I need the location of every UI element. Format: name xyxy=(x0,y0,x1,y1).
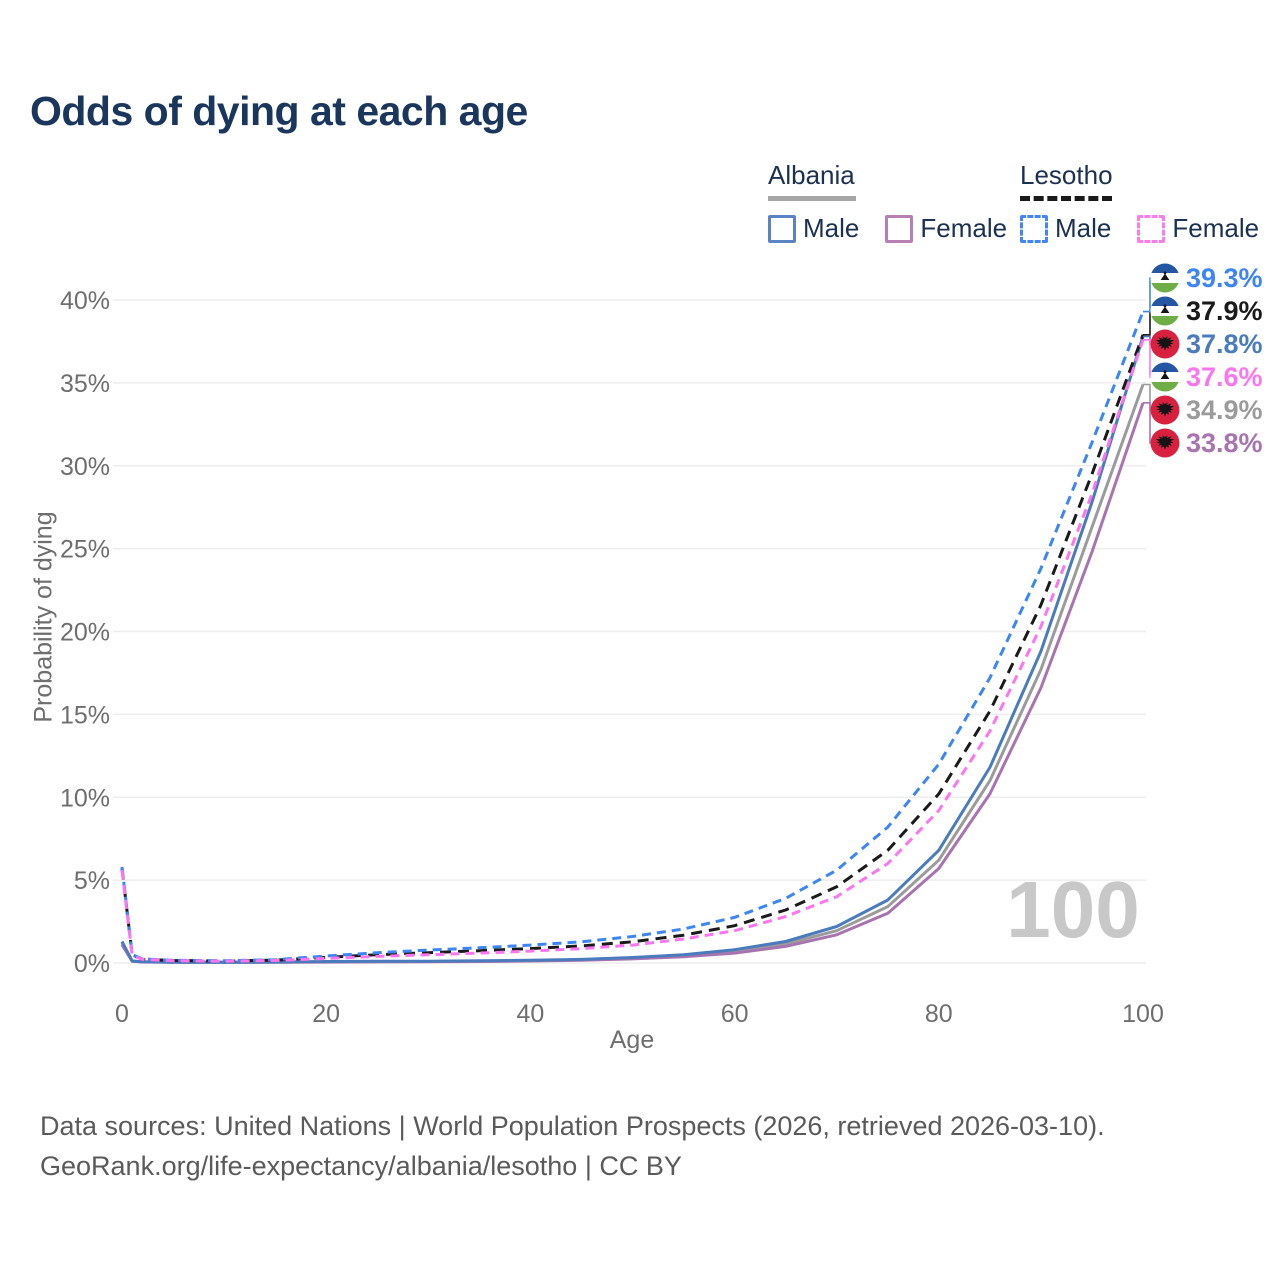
legend-group-lesotho: Lesotho Male Female xyxy=(1020,160,1259,244)
legend-country-label: Lesotho xyxy=(1020,160,1113,190)
lesotho-male-checkbox-icon xyxy=(1020,214,1048,243)
footer: Data sources: United Nations | World Pop… xyxy=(40,1106,1105,1186)
lesotho-flag-icon xyxy=(1150,296,1180,326)
end-value-lesotho-all: 37.9% xyxy=(1186,295,1263,326)
legend-country-label: Albania xyxy=(768,160,855,190)
x-tick-label: 80 xyxy=(925,1000,953,1028)
albania-male-checkbox-icon xyxy=(768,214,796,243)
albania-line-swatch-icon xyxy=(768,196,856,201)
page-title: Odds of dying at each age xyxy=(30,88,528,134)
y-tick-label: 40% xyxy=(60,287,110,315)
legend-country-lesotho: Lesotho xyxy=(1020,160,1259,201)
x-tick-label: 40 xyxy=(516,1000,544,1028)
end-label-albania-male: 37.8% xyxy=(1150,328,1263,360)
legend-item-lesotho-male[interactable]: Male xyxy=(1020,213,1111,244)
albania-flag-icon xyxy=(1150,395,1180,425)
albania-flag-icon xyxy=(1150,428,1180,458)
series-line-lesotho-all xyxy=(120,334,1145,963)
lesotho-flag-icon xyxy=(1150,362,1180,392)
x-tick-label: 20 xyxy=(312,1000,340,1028)
legend-item-label: Female xyxy=(1172,213,1260,243)
lesotho-female-checkbox-icon xyxy=(1137,214,1166,243)
legend-item-label: Male xyxy=(1055,213,1112,243)
series-line-lesotho-female xyxy=(120,339,1145,963)
x-tick-label: 60 xyxy=(721,1000,749,1028)
legend-item-albania-male[interactable]: Male xyxy=(768,213,859,244)
footer-sources-line: Data sources: United Nations | World Pop… xyxy=(40,1111,1105,1141)
series-line-albania-male xyxy=(120,336,1145,964)
legend-item-label: Female xyxy=(920,213,1008,243)
end-value-lesotho-female: 37.6% xyxy=(1186,361,1263,392)
end-label-lesotho-all: 37.9% xyxy=(1150,295,1263,327)
age-counter-watermark: 100 xyxy=(1006,865,1140,954)
end-label-albania-all: 34.9% xyxy=(1150,394,1263,426)
y-tick-label: 10% xyxy=(60,784,110,812)
albania-flag-icon xyxy=(1150,329,1180,359)
end-label-lesotho-male: 39.3% xyxy=(1150,262,1263,294)
y-tick-label: 0% xyxy=(74,950,110,978)
y-tick-label: 35% xyxy=(60,370,110,398)
end-label-lesotho-female: 37.6% xyxy=(1150,361,1263,393)
y-tick-label: 20% xyxy=(60,619,110,647)
lesotho-line-swatch-icon xyxy=(1020,196,1112,201)
y-tick-label: 15% xyxy=(60,701,110,729)
y-tick-label: 5% xyxy=(74,867,110,895)
y-axis-title: Probability of dying xyxy=(29,511,58,723)
lesotho-flag-icon xyxy=(1150,263,1180,293)
y-tick-label: 30% xyxy=(60,453,110,481)
x-tick-label: 100 xyxy=(1122,1000,1164,1028)
legend-item-albania-female[interactable]: Female xyxy=(885,213,1007,244)
series-line-lesotho-male xyxy=(120,311,1145,963)
albania-female-checkbox-icon xyxy=(885,214,914,243)
y-tick-label: 25% xyxy=(60,536,110,564)
footer-attribution-line: GeoRank.org/life-expectancy/albania/leso… xyxy=(40,1151,682,1181)
x-axis-title: Age xyxy=(609,1026,655,1054)
end-value-lesotho-male: 39.3% xyxy=(1186,262,1263,293)
x-tick-label: 0 xyxy=(115,1000,129,1028)
series-line-albania-female xyxy=(120,402,1145,964)
end-value-albania-female: 33.8% xyxy=(1186,427,1263,458)
legend-item-label: Male xyxy=(803,213,860,243)
series-line-albania-all xyxy=(120,383,1145,964)
end-value-albania-all: 34.9% xyxy=(1186,394,1263,425)
end-value-albania-male: 37.8% xyxy=(1186,328,1263,359)
legend-item-lesotho-female[interactable]: Female xyxy=(1137,213,1259,244)
legend-country-albania: Albania xyxy=(768,160,1007,201)
legend-group-albania: Albania Male Female xyxy=(768,160,1007,244)
end-label-albania-female: 33.8% xyxy=(1150,427,1263,459)
